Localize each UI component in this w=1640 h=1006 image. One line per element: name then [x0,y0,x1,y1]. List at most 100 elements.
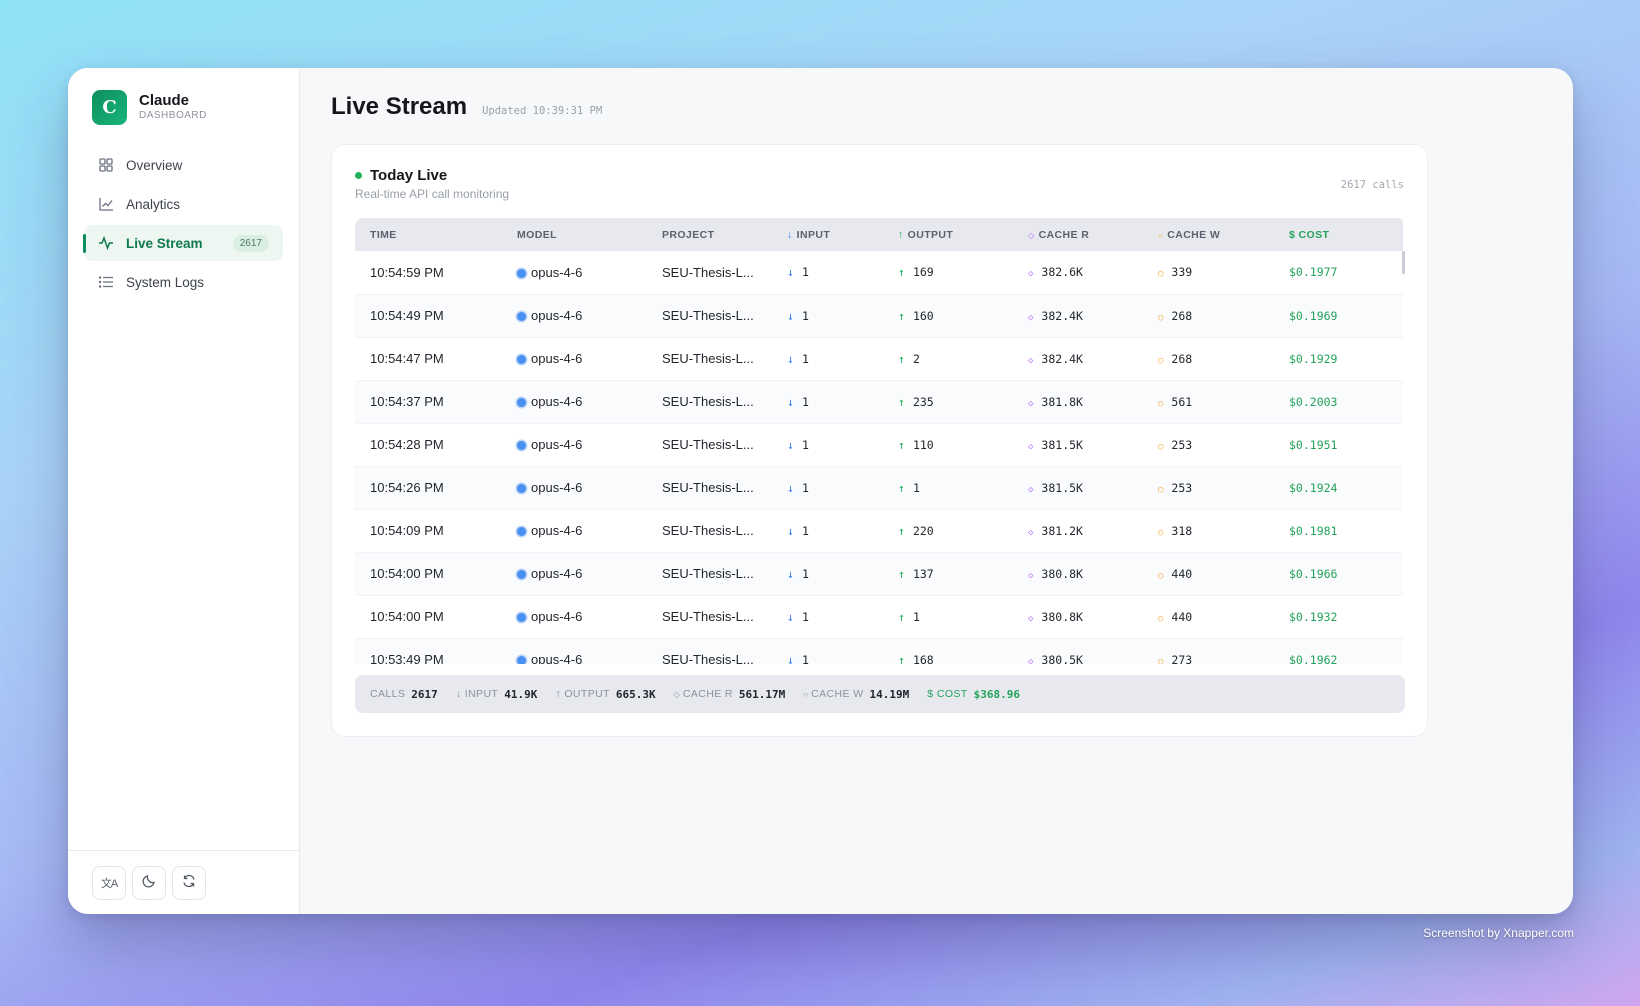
cell-input: ↓ 1 [772,423,883,467]
table-row[interactable]: 10:54:49 PM opus-4-6 SEU-Thesis-L... ↓ 1 ↑ 160… [355,294,1403,338]
column-header-model[interactable]: MODEL [502,218,647,251]
cell-cache-w: ○ 253 [1143,423,1274,467]
cell-time: 10:54:49 PM [355,294,502,338]
cell-model: opus-4-6 [502,552,647,596]
cell-cost: $0.1962 [1274,638,1403,664]
cell-input: ↓ 1 [772,552,883,596]
arrow-down-icon: ↓ [787,265,794,280]
column-header-time[interactable]: TIME [355,218,502,251]
cell-project: SEU-Thesis-L... [647,423,772,467]
cell-cache-r: ◇ 380.8K [1013,552,1143,596]
cell-cache-w: ○ 253 [1143,466,1274,510]
refresh-button[interactable] [172,865,206,900]
cell-cache-r: ◇ 380.8K [1013,595,1143,639]
cell-time: 10:54:00 PM [355,552,502,596]
theme-toggle-button[interactable] [132,865,166,900]
translate-icon: 文A [100,877,118,890]
cache-read-icon: ◇ [1028,312,1034,323]
activity-icon [98,235,114,251]
summary-bar: CALLS 2617 ↓ INPUT 41.9K ↑ OUTPUT 665.3K… [355,675,1405,713]
sidebar-item-system-logs[interactable]: System Logs [84,264,283,300]
table-row[interactable]: 10:54:26 PM opus-4-6 SEU-Thesis-L... ↓ 1 ↑ 1 ◇ 3… [355,466,1403,510]
cell-cache-w: ○ 273 [1143,638,1274,664]
column-header-input[interactable]: ↓ INPUT [772,218,883,251]
table-row[interactable]: 10:54:28 PM opus-4-6 SEU-Thesis-L... ↓ 1 ↑ 110… [355,423,1403,467]
sidebar-item-overview[interactable]: Overview [84,147,283,183]
arrow-up-icon: ↑ [898,609,905,624]
cell-output: ↑ 220 [883,509,1013,553]
column-header-cost[interactable]: $ COST [1274,218,1403,251]
table-row[interactable]: 10:54:47 PM opus-4-6 SEU-Thesis-L... ↓ 1 ↑ 2 ◇ 3… [355,337,1403,381]
cell-output: ↑ 169 [883,251,1013,295]
cache-write-icon: ○ [1158,269,1164,280]
calls-count: 2617 calls [1340,179,1404,191]
cell-time: 10:54:09 PM [355,509,502,553]
language-button[interactable]: 文A [92,865,126,900]
list-icon [98,274,114,290]
arrow-up-icon: ↑ [898,308,905,323]
summary-cost: $ COST $368.96 [927,687,1020,701]
live-stream-card: Today Live Real-time API call monitoring… [331,144,1428,737]
cell-cache-r: ◇ 381.2K [1013,509,1143,553]
cache-read-icon: ◇ [1028,441,1034,452]
summary-cache-r: ◇ CACHE R 561.17M [673,687,786,701]
arrow-up-icon: ↑ [898,265,905,280]
cache-read-icon: ◇ [1028,230,1035,240]
sidebar-item-label: Overview [126,157,183,173]
cell-cache-w: ○ 339 [1143,251,1274,295]
cache-read-icon: ◇ [673,690,683,699]
table-row[interactable]: 10:54:37 PM opus-4-6 SEU-Thesis-L... ↓ 1 ↑ 235… [355,380,1403,424]
cell-time: 10:54:59 PM [355,251,502,295]
watermark: Screenshot by Xnapper.com [1423,926,1574,940]
sidebar-item-label: System Logs [126,274,205,290]
table-header-row: TIME MODEL PROJECT ↓ INPUT ↑ OUTPUT ◇ CACHE… [355,218,1403,251]
cell-cache-w: ○ 561 [1143,380,1274,424]
cell-project: SEU-Thesis-L... [647,638,772,664]
column-header-cache-r[interactable]: ◇ CACHE R [1013,218,1143,251]
column-header-project[interactable]: PROJECT [647,218,772,251]
table-row[interactable]: 10:54:59 PM opus-4-6 SEU-Thesis-L... ↓ 1 ↑ 169… [355,251,1403,295]
cell-cost: $0.1929 [1274,337,1403,381]
arrow-down-icon: ↓ [787,394,794,409]
column-header-output[interactable]: ↑ OUTPUT [883,218,1013,251]
arrow-up-icon: ↑ [898,394,905,409]
summary-cache-w: ○ CACHE W 14.19M [803,687,910,701]
updated-timestamp: Updated 10:39:31 PM [482,105,603,117]
cell-cost: $0.1981 [1274,509,1403,553]
table-row[interactable]: 10:53:49 PM opus-4-6 SEU-Thesis-L... ↓ 1 ↑ 168… [355,638,1403,664]
app-window: C Claude DASHBOARD Overview Analytics [68,68,1573,914]
main-content: Live Stream Updated 10:39:31 PM Today Li… [300,68,1573,914]
cache-write-icon: ○ [1158,613,1164,624]
sidebar-item-analytics[interactable]: Analytics [84,186,283,222]
cell-time: 10:53:49 PM [355,638,502,664]
page-header: Live Stream Updated 10:39:31 PM [331,93,602,121]
cell-project: SEU-Thesis-L... [647,509,772,553]
table-row[interactable]: 10:54:00 PM opus-4-6 SEU-Thesis-L... ↓ 1 ↑ 1 ◇ 3… [355,595,1403,639]
cache-read-icon: ◇ [1028,484,1034,495]
cell-cost: $0.1966 [1274,552,1403,596]
calls-table-container[interactable]: TIME MODEL PROJECT ↓ INPUT ↑ OUTPUT ◇ CACHE… [355,218,1405,664]
sidebar-item-live-stream[interactable]: Live Stream 2617 [83,225,283,261]
model-dot-icon [517,312,526,321]
cell-project: SEU-Thesis-L... [647,337,772,381]
cache-write-icon: ○ [1158,570,1164,581]
cache-read-icon: ◇ [1028,269,1034,280]
table-row[interactable]: 10:54:00 PM opus-4-6 SEU-Thesis-L... ↓ 1 ↑ 137… [355,552,1403,596]
column-header-cache-w[interactable]: ○ CACHE W [1143,218,1274,251]
cache-write-icon: ○ [1158,484,1164,495]
cell-cache-r: ◇ 382.6K [1013,251,1143,295]
cell-cost: $0.1932 [1274,595,1403,639]
arrow-up-icon: ↑ [898,652,905,665]
table-row[interactable]: 10:54:09 PM opus-4-6 SEU-Thesis-L... ↓ 1 ↑ 220… [355,509,1403,553]
cache-read-icon: ◇ [1028,355,1034,366]
cache-write-icon: ○ [1158,656,1164,665]
cache-write-icon: ○ [1158,398,1164,409]
arrow-up-icon: ↑ [898,351,905,366]
cell-input: ↓ 1 [772,595,883,639]
cell-cache-w: ○ 268 [1143,294,1274,338]
cell-project: SEU-Thesis-L... [647,595,772,639]
sidebar-footer: 文A [68,850,299,914]
table-scrollbar[interactable] [1402,251,1405,274]
cell-project: SEU-Thesis-L... [647,251,772,295]
brand: C Claude DASHBOARD [68,68,299,125]
